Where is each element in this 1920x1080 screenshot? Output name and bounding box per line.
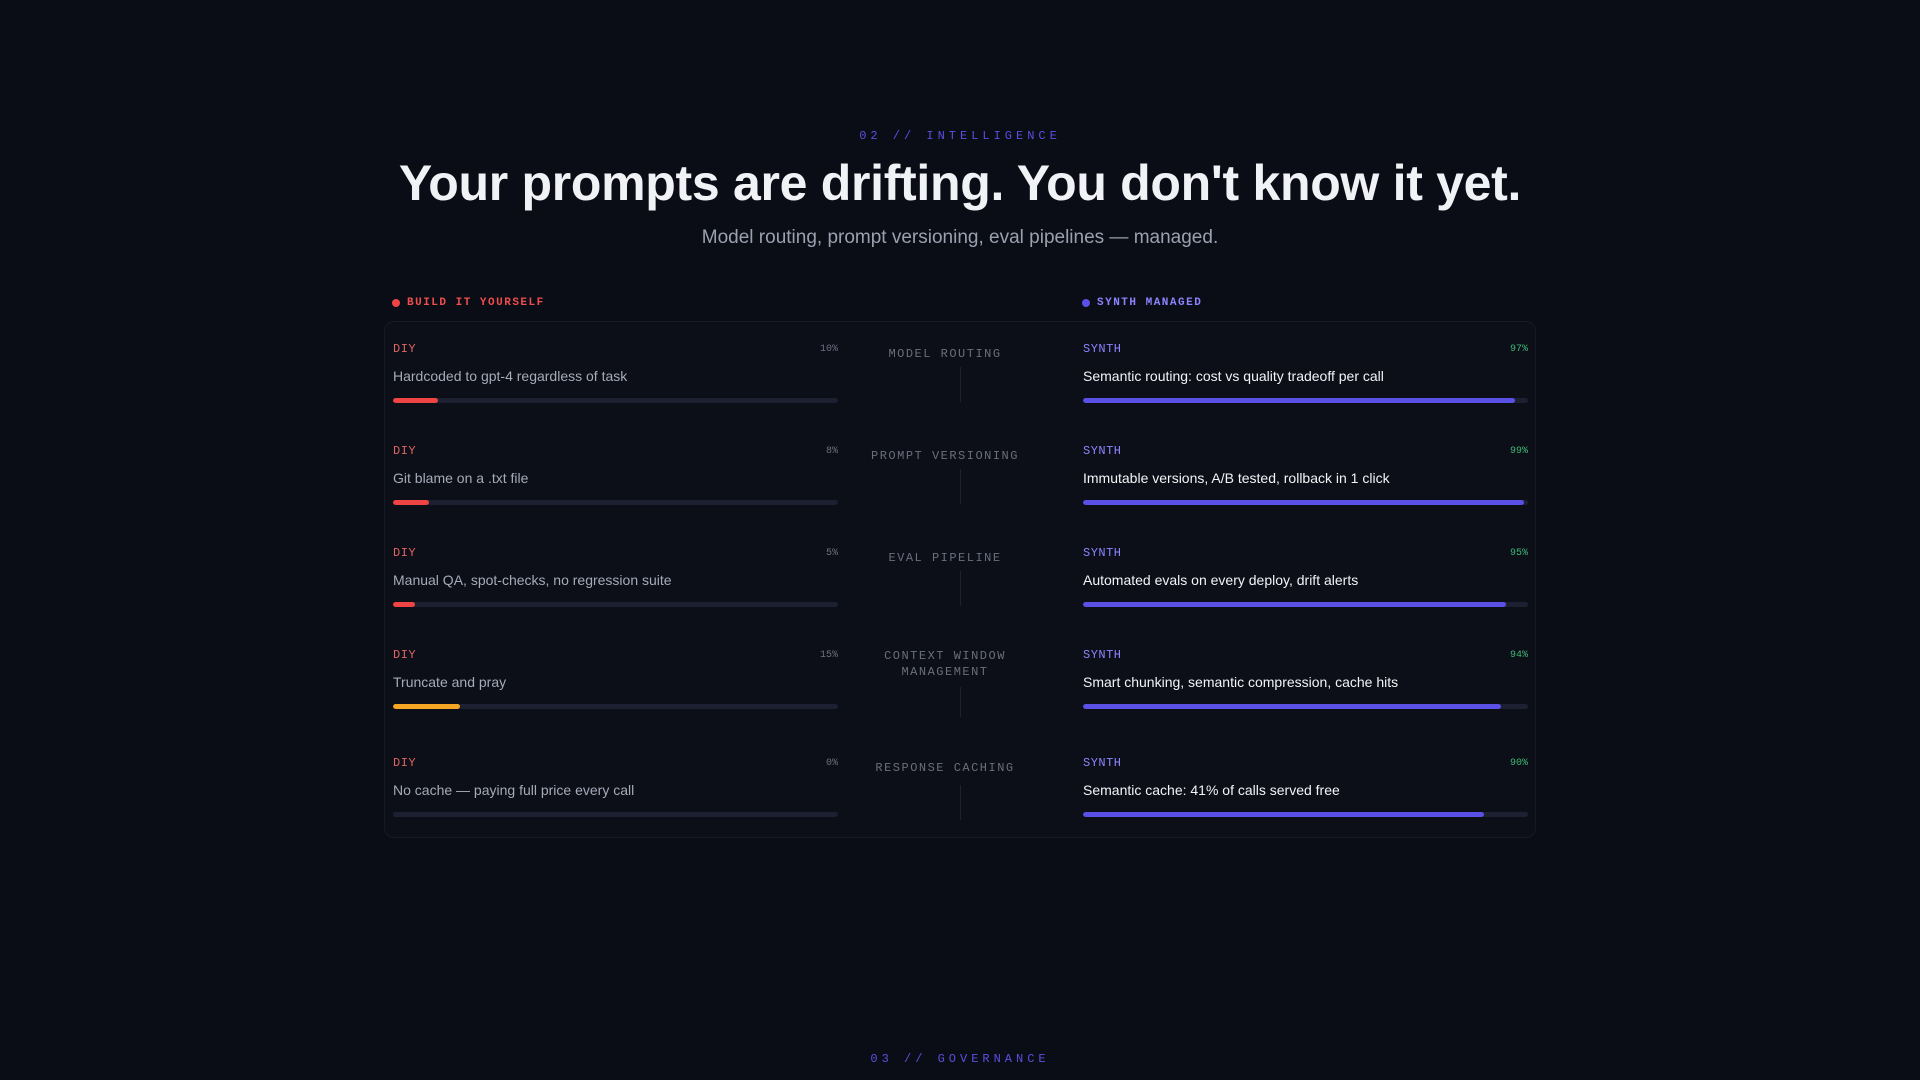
feature-divider-line <box>960 469 961 504</box>
next-section-eyebrow: 03 // GOVERNANCE <box>870 1052 1050 1066</box>
synth-percent: 94% <box>1509 650 1528 661</box>
page-title: Your prompts are drifting. You don't kno… <box>398 155 1522 211</box>
synth-progress-track <box>1083 812 1528 817</box>
synth-tag: SYNTH <box>1083 342 1122 356</box>
synth-percent: 90% <box>1509 758 1528 769</box>
feature-label: EVAL PIPELINE <box>888 551 1002 565</box>
feature-label: PROMPT VERSIONING <box>871 449 1019 463</box>
synth-progress-track <box>1083 602 1528 607</box>
synth-column-label: SYNTH MANAGED <box>1082 297 1202 309</box>
feature-divider-line <box>960 785 961 820</box>
diy-progress-fill <box>393 500 429 505</box>
diy-description: Hardcoded to gpt-4 regardless of task <box>393 368 628 384</box>
synth-description: Immutable versions, A/B tested, rollback… <box>1083 470 1390 486</box>
diy-tag: DIY <box>393 756 417 770</box>
diy-column-label-text: BUILD IT YOURSELF <box>407 297 545 309</box>
feature-label: MODEL ROUTING <box>888 347 1002 361</box>
diy-description: Git blame on a .txt file <box>393 470 529 486</box>
synth-description: Smart chunking, semantic compression, ca… <box>1083 674 1399 690</box>
diy-tag: DIY <box>393 648 417 662</box>
diy-column-label: BUILD IT YOURSELF <box>392 297 545 309</box>
synth-tag: SYNTH <box>1083 444 1122 458</box>
diy-progress-fill <box>393 602 416 607</box>
page-subtitle: Model routing, prompt versioning, eval p… <box>701 227 1219 248</box>
diy-progress-track <box>393 602 838 607</box>
synth-percent: 99% <box>1509 446 1528 457</box>
synth-progress-fill <box>1083 398 1515 403</box>
diy-percent: 15% <box>819 650 838 661</box>
feature-divider-line <box>960 687 961 717</box>
diy-description: No cache — paying full price every call <box>393 782 635 798</box>
synth-percent: 97% <box>1509 344 1528 355</box>
diy-progress-fill <box>393 398 438 403</box>
diy-progress-track <box>393 398 838 403</box>
diy-tag: DIY <box>393 546 417 560</box>
synth-progress-fill <box>1083 500 1524 505</box>
diy-percent: 10% <box>819 344 838 355</box>
synth-percent: 95% <box>1509 548 1528 559</box>
synth-description: Automated evals on every deploy, drift a… <box>1083 572 1359 588</box>
feature-label: RESPONSE CACHING <box>875 761 1015 775</box>
diy-tag: DIY <box>393 444 417 458</box>
synth-tag: SYNTH <box>1083 648 1122 662</box>
diy-progress-track <box>393 500 838 505</box>
synth-description: Semantic cache: 41% of calls served free <box>1083 782 1340 798</box>
synth-progress-fill <box>1083 602 1506 607</box>
synth-progress-track <box>1083 704 1528 709</box>
purple-dot-icon <box>1082 299 1090 307</box>
synth-column-label-text: SYNTH MANAGED <box>1097 297 1203 309</box>
feature-label: CONTEXT WINDOW MANAGEMENT <box>884 649 1006 679</box>
diy-description: Manual QA, spot-checks, no regression su… <box>393 572 672 588</box>
feature-divider-line <box>960 367 961 402</box>
synth-progress-track <box>1083 398 1528 403</box>
feature-divider-line <box>960 571 961 606</box>
synth-progress-fill <box>1083 704 1502 709</box>
red-dot-icon <box>392 299 400 307</box>
diy-tag: DIY <box>393 342 417 356</box>
diy-description: Truncate and pray <box>393 674 507 690</box>
comparison-panel: DIY 10% Hardcoded to gpt-4 regardless of t… <box>384 321 1536 838</box>
synth-progress-track <box>1083 500 1528 505</box>
diy-percent: 5% <box>825 548 838 559</box>
diy-percent: 0% <box>825 758 838 769</box>
synth-description: Semantic routing: cost vs quality tradeo… <box>1083 368 1384 384</box>
synth-tag: SYNTH <box>1083 756 1122 770</box>
section-eyebrow: 02 // INTELLIGENCE <box>859 129 1061 143</box>
synth-tag: SYNTH <box>1083 546 1122 560</box>
diy-progress-track <box>393 812 838 817</box>
diy-percent: 8% <box>825 446 838 457</box>
diy-progress-track <box>393 704 838 709</box>
synth-progress-fill <box>1083 812 1484 817</box>
diy-progress-fill <box>393 704 460 709</box>
